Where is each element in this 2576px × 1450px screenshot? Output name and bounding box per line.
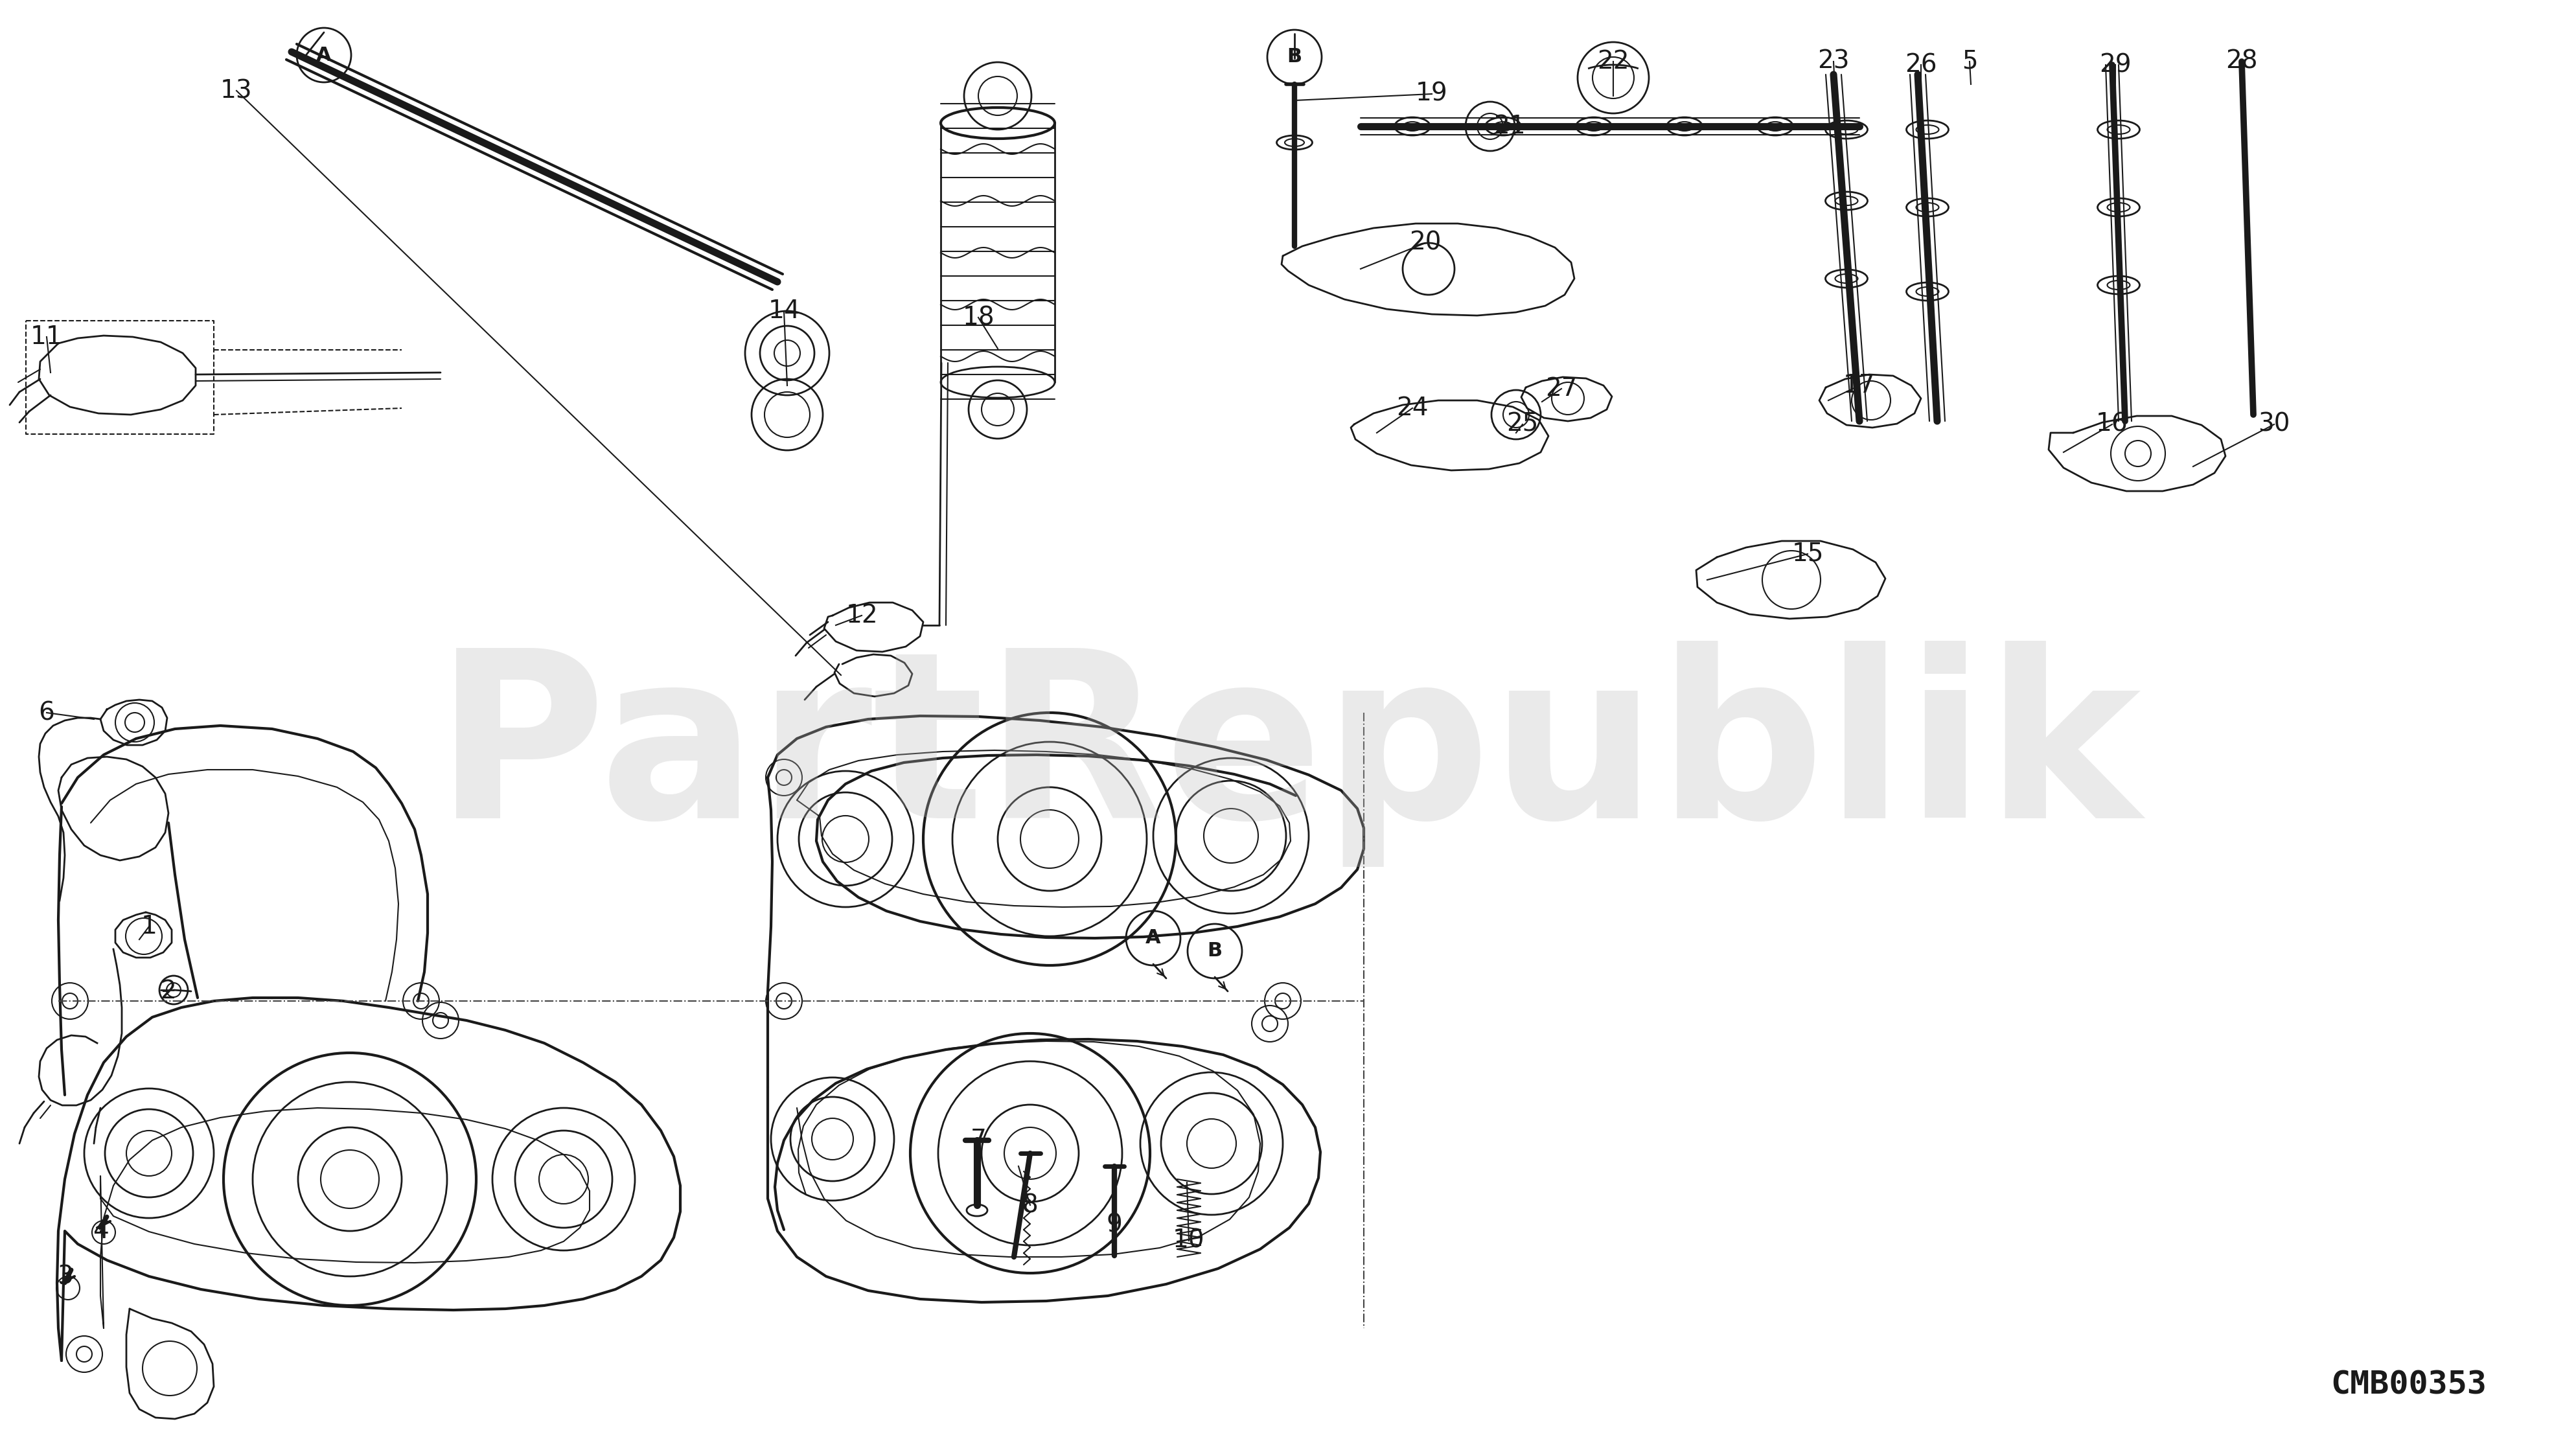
- Text: 21: 21: [1494, 115, 1525, 139]
- Text: 3: 3: [57, 1264, 72, 1289]
- Text: 20: 20: [1409, 231, 1443, 255]
- Text: 9: 9: [1105, 1212, 1123, 1237]
- Text: 24: 24: [1396, 396, 1430, 420]
- Text: 30: 30: [2259, 412, 2290, 436]
- Text: 12: 12: [845, 603, 878, 628]
- Text: 23: 23: [1819, 49, 1850, 74]
- Text: A: A: [1146, 929, 1162, 947]
- Text: B: B: [1288, 48, 1301, 67]
- Text: 8: 8: [1023, 1193, 1038, 1218]
- Text: 22: 22: [1597, 49, 1628, 74]
- Text: 27: 27: [1546, 377, 1577, 402]
- Text: 28: 28: [2226, 49, 2257, 74]
- Text: 18: 18: [963, 304, 994, 329]
- Text: 13: 13: [222, 78, 252, 103]
- Text: 10: 10: [1172, 1228, 1206, 1253]
- Text: 14: 14: [768, 299, 801, 323]
- Text: 2: 2: [160, 979, 178, 1003]
- Text: 19: 19: [1417, 81, 1448, 106]
- Text: B: B: [1208, 941, 1221, 960]
- Text: 4: 4: [93, 1218, 108, 1243]
- Text: A: A: [317, 46, 332, 64]
- Text: 16: 16: [2097, 412, 2128, 436]
- Text: 29: 29: [2099, 52, 2130, 77]
- Text: 7: 7: [971, 1128, 987, 1153]
- Text: 1: 1: [142, 914, 157, 938]
- Text: PartRepublik: PartRepublik: [435, 641, 2141, 867]
- Text: CMB00353: CMB00353: [2331, 1369, 2486, 1401]
- Text: 25: 25: [1507, 412, 1538, 436]
- Text: 5: 5: [1960, 49, 1978, 74]
- Text: 6: 6: [39, 700, 54, 725]
- Text: 17: 17: [1844, 373, 1875, 397]
- Text: 11: 11: [31, 325, 62, 349]
- Text: 15: 15: [1790, 542, 1824, 567]
- Text: 26: 26: [1904, 52, 1937, 77]
